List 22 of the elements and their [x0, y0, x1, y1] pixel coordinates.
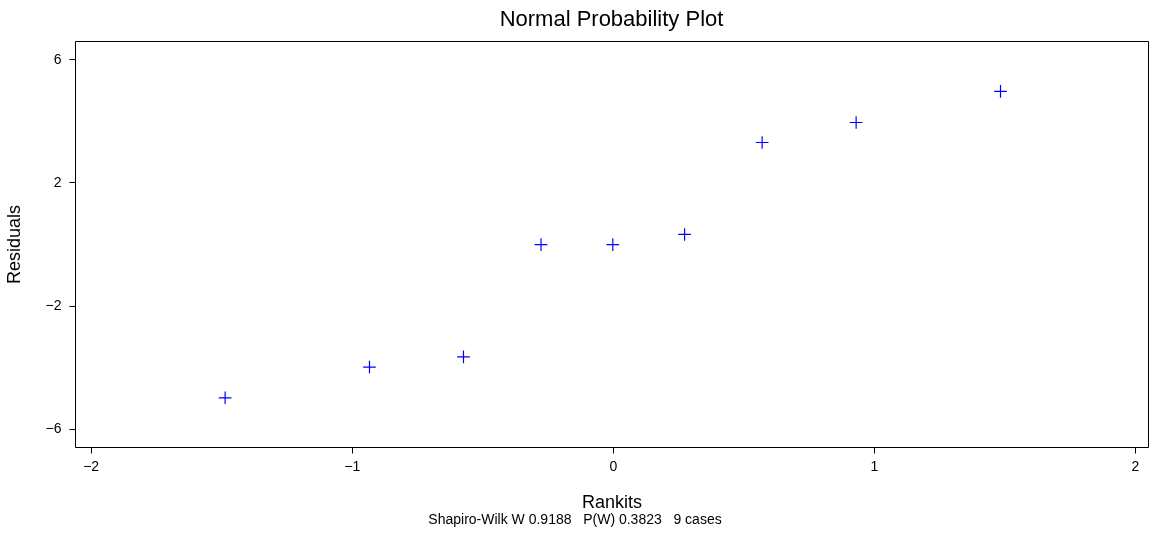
x-tick-label: 0 — [609, 457, 618, 474]
x-axis-title: Rankits — [581, 491, 643, 512]
y-tick-label: −6 — [45, 420, 62, 437]
point — [677, 227, 692, 242]
x-tick-label: −1 — [344, 457, 361, 474]
point — [362, 360, 377, 374]
x-tick-label: 1 — [870, 457, 879, 474]
point — [534, 237, 548, 252]
point — [456, 349, 471, 364]
point — [755, 135, 770, 150]
y-axis-title: Residuals — [3, 204, 24, 285]
point — [849, 115, 864, 130]
x-tick-label: 2 — [1131, 457, 1140, 474]
y-tick-label: 2 — [53, 173, 62, 190]
y-tick-label: −2 — [45, 297, 62, 314]
point — [218, 390, 233, 405]
y-tick-label: 6 — [53, 50, 62, 67]
x-tick-label: −2 — [83, 457, 100, 474]
point — [605, 237, 620, 252]
chart-title: Normal Probability Plot — [499, 6, 724, 31]
point — [993, 84, 1008, 99]
text: Shapiro-Wilk W 0.9188 P(W) 0.3823 9 cases — [427, 511, 723, 527]
